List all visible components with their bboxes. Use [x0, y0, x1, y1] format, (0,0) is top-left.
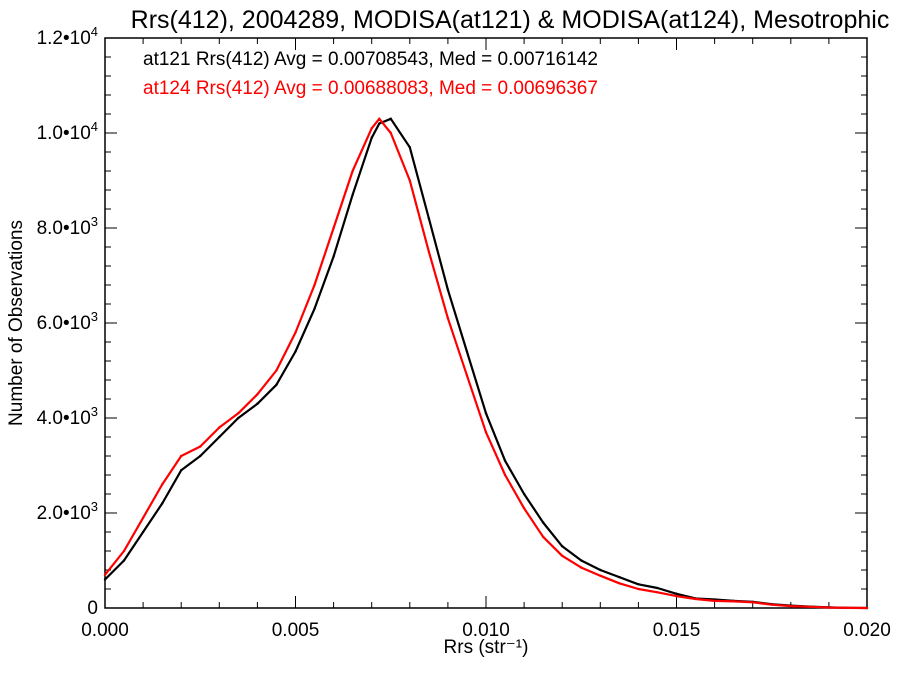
data-point-at124	[618, 582, 621, 585]
data-point-at124	[103, 573, 107, 576]
data-point-at121	[141, 530, 145, 534]
data-point-at124	[275, 369, 278, 372]
data-point-at121	[294, 350, 297, 353]
data-point-at121	[446, 288, 450, 291]
y-tick-label: 1.0•104	[37, 119, 98, 144]
chart-title: Rrs(412), 2004289, MODISA(at121) & MODIS…	[131, 6, 890, 34]
data-point-at124	[427, 250, 431, 253]
data-point-at121	[237, 416, 240, 420]
data-point-at121	[351, 193, 354, 196]
data-point-at124	[865, 606, 869, 610]
x-tick-label: 0.020	[843, 620, 891, 641]
data-point-at124	[827, 606, 831, 609]
data-point-at124	[332, 226, 335, 230]
y-tick-label: 8.0•103	[37, 214, 98, 239]
x-tick-label: 0.005	[272, 620, 320, 641]
data-point-at121	[389, 117, 392, 120]
x-axis: 0.000 0.005 0.010 0.015 0.020	[81, 38, 891, 641]
data-point-at121	[599, 568, 602, 572]
y-tick-label: 4.0•103	[37, 404, 98, 429]
data-point-at124	[389, 131, 392, 135]
data-point-at124	[808, 605, 812, 609]
data-point-at124	[770, 603, 773, 606]
y-tick-label: 6.0•103	[37, 309, 98, 334]
series-layer	[103, 117, 869, 610]
data-point-at121	[561, 545, 564, 548]
data-point-at124	[675, 594, 678, 598]
data-point-at124	[141, 516, 145, 519]
data-point-at124	[484, 431, 488, 434]
data-point-at124	[503, 473, 507, 477]
y-tick-label: 0	[87, 598, 98, 619]
data-point-at121	[160, 502, 164, 505]
data-point-at121	[103, 578, 107, 581]
data-point-at121	[408, 146, 411, 149]
data-point-at121	[637, 583, 640, 586]
data-point-at121	[332, 255, 335, 258]
data-point-at121	[378, 122, 381, 125]
data-point-at121	[484, 412, 488, 415]
data-point-at124	[694, 597, 697, 601]
data-point-at121	[199, 454, 202, 458]
y-axis-label: Number of Observations	[6, 220, 27, 426]
data-point-at124	[160, 483, 164, 486]
data-point-at124	[122, 549, 126, 553]
data-point-at124	[237, 412, 240, 415]
data-point-at124	[313, 283, 316, 287]
y-tick-label: 1.2•104	[37, 24, 98, 49]
series-line-at124	[104, 117, 868, 610]
data-point-at121	[465, 350, 469, 353]
data-point-at124	[370, 127, 373, 130]
data-point-at124	[351, 169, 354, 173]
data-point-at124	[637, 587, 640, 591]
data-point-at124	[446, 317, 450, 320]
data-point-at124	[408, 179, 411, 182]
data-point-at124	[751, 601, 754, 604]
data-point-at121	[122, 559, 126, 562]
data-point-at121	[503, 459, 507, 462]
data-point-at124	[199, 445, 202, 448]
data-point-at124	[732, 600, 735, 603]
data-point-at124	[378, 117, 381, 120]
data-point-at121	[218, 435, 221, 439]
data-point-at121	[656, 586, 659, 590]
x-tick-label: 0.000	[81, 620, 129, 641]
legend-entry-at124: at124 Rrs(412) Avg = 0.00688083, Med = 0…	[143, 78, 598, 99]
data-point-at124	[713, 599, 716, 603]
y-tick-label: 2.0•103	[37, 499, 98, 524]
data-point-at124	[789, 604, 792, 608]
data-point-at121	[580, 559, 583, 562]
data-point-at121	[256, 402, 259, 405]
x-tick-label: 0.015	[653, 620, 701, 641]
data-point-at124	[465, 374, 469, 377]
data-point-at121	[370, 136, 373, 139]
data-point-at124	[256, 393, 259, 396]
data-point-at124	[541, 535, 545, 538]
plot-frame	[104, 37, 868, 609]
x-tick-label: 0.010	[462, 620, 510, 641]
data-point-at124	[599, 574, 602, 577]
series-line-at121	[104, 117, 868, 610]
data-point-at124	[218, 426, 221, 429]
data-point-at124	[294, 331, 297, 334]
data-point-at124	[561, 554, 564, 557]
data-point-at124	[846, 606, 850, 610]
data-point-at124	[180, 454, 183, 458]
data-point-at121	[541, 521, 545, 524]
data-point-at121	[313, 307, 316, 310]
data-point-at124	[656, 591, 659, 594]
legend-entry-at121: at121 Rrs(412) Avg = 0.00708543, Med = 0…	[143, 49, 598, 70]
data-point-at121	[275, 383, 278, 386]
data-point-at124	[522, 507, 526, 510]
y-axis: 0 2.0•103 4.0•103 6.0•103 8.0•103 1.0•104 1.2•…	[37, 24, 867, 619]
data-point-at121	[427, 217, 431, 220]
data-point-at121	[180, 469, 183, 472]
data-point-at121	[618, 575, 621, 579]
data-point-at121	[675, 592, 678, 595]
data-point-at121	[522, 492, 526, 496]
x-axis-label: Rrs (str⁻¹)	[444, 637, 529, 658]
data-point-at124	[580, 566, 583, 569]
